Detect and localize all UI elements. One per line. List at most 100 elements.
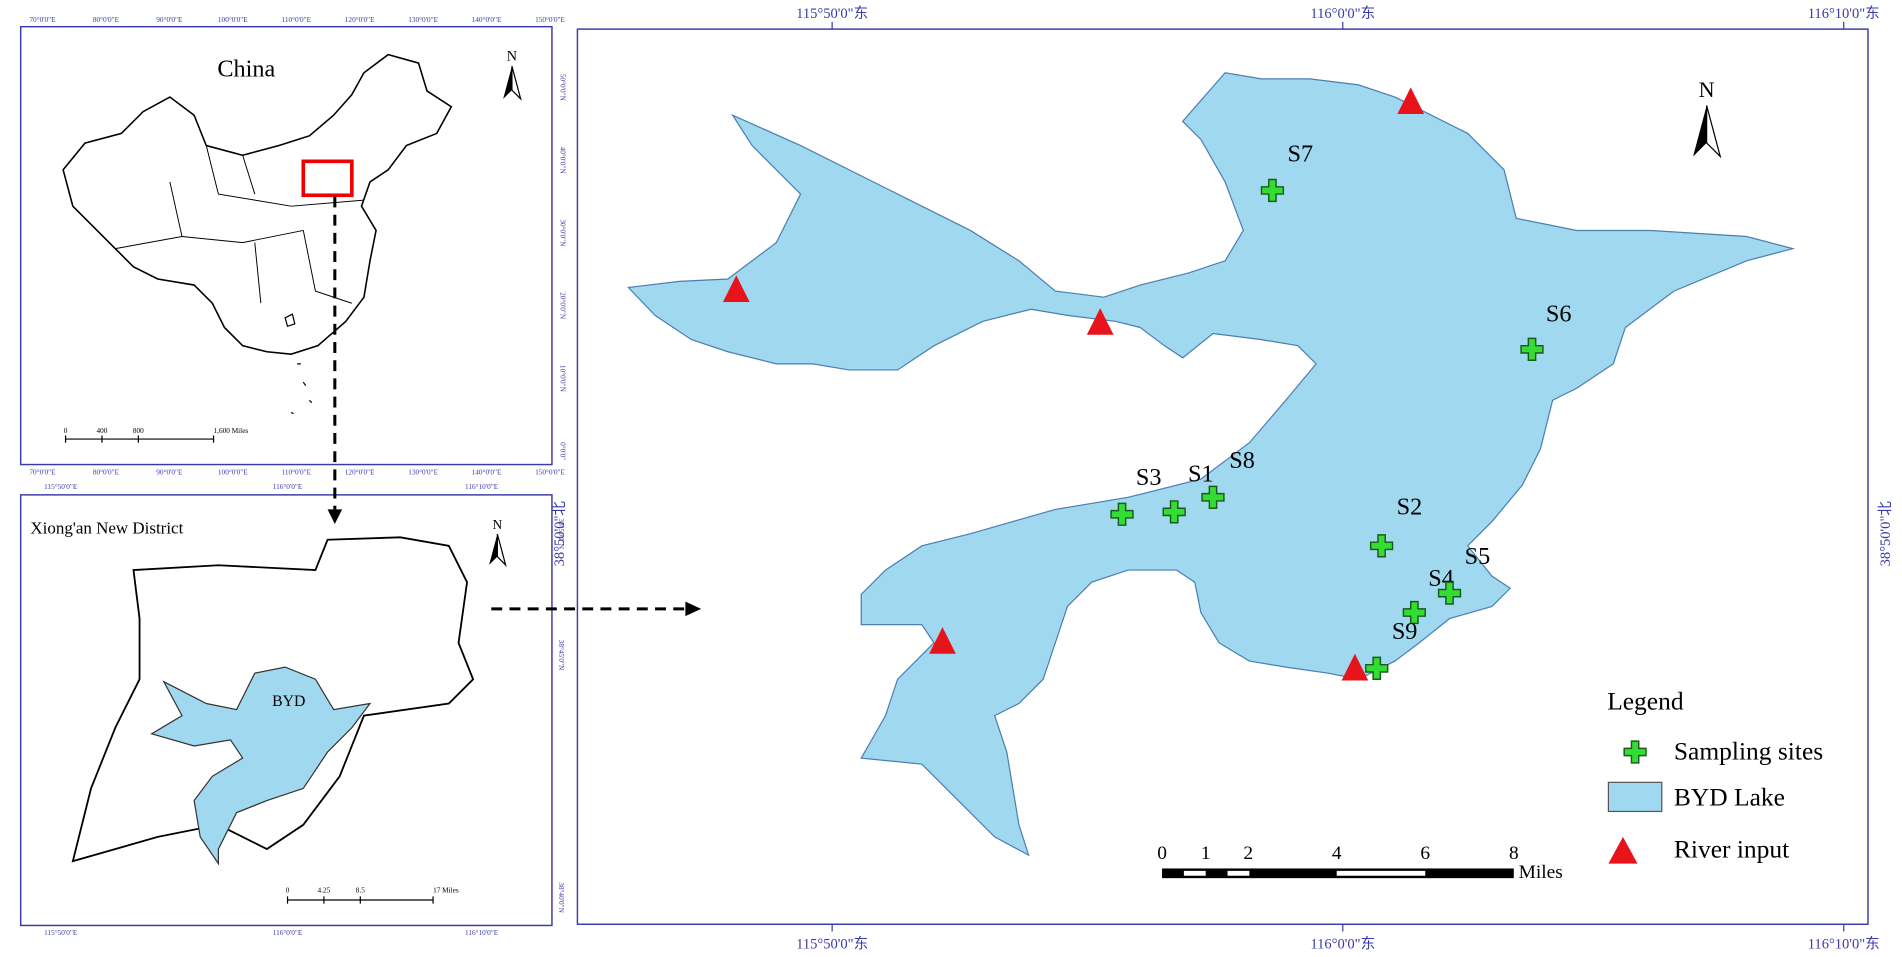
lon-label: 150°0'0"E bbox=[535, 468, 565, 476]
china-frame bbox=[19, 25, 553, 466]
sampling-site bbox=[1402, 600, 1426, 625]
sampling-site bbox=[1201, 485, 1225, 509]
site-label: S5 bbox=[1465, 543, 1491, 570]
river-input bbox=[722, 275, 750, 303]
lon-label: 120°0'0"E bbox=[345, 468, 375, 476]
north-label: N bbox=[507, 49, 517, 65]
scale-label: 400 bbox=[96, 427, 107, 435]
north-arrow bbox=[496, 533, 507, 567]
sampling-site bbox=[1162, 500, 1186, 524]
river-input bbox=[929, 627, 956, 654]
site-label: S9 bbox=[1392, 618, 1418, 645]
arrow-head bbox=[685, 601, 702, 617]
scale-label: 0 bbox=[286, 887, 290, 895]
lon-label: 116°0'0"E bbox=[273, 483, 303, 491]
lat-label: 50°0'0"N bbox=[558, 74, 566, 102]
scale-label: 17 Miles bbox=[433, 887, 459, 895]
lon-label: 110°0'0"E bbox=[282, 16, 312, 24]
sampling-site bbox=[1365, 656, 1389, 680]
scale-label: 8.5 bbox=[356, 887, 365, 895]
lon-label: 100°0'0"E bbox=[218, 16, 248, 24]
lon-label: 130°0'0"E bbox=[408, 468, 438, 476]
china-title: China bbox=[217, 55, 275, 82]
legend-river-symbol bbox=[1608, 836, 1638, 864]
lat-label: 10°0'0"N bbox=[558, 365, 566, 393]
lat-label: 38°45'0"N bbox=[557, 640, 565, 671]
scale-label: 4.25 bbox=[318, 887, 331, 895]
legend-item: Sampling sites bbox=[1674, 736, 1823, 765]
site-label: S8 bbox=[1229, 447, 1255, 474]
legend-lake-swatch bbox=[1607, 781, 1663, 813]
lat-label: 38°50'0"北 bbox=[551, 501, 568, 567]
legend-site-symbol bbox=[1623, 740, 1647, 764]
lon-label: 116°10'0"东 bbox=[1808, 936, 1880, 953]
province-borders bbox=[115, 145, 364, 304]
scale-label: 0 bbox=[64, 427, 68, 435]
lon-label: 80°0'0"E bbox=[93, 16, 120, 24]
legend-title: Legend bbox=[1607, 687, 1684, 716]
china-outline bbox=[62, 53, 453, 355]
lon-label: 90°0'0"E bbox=[156, 468, 183, 476]
scale-label: 1,600 Miles bbox=[214, 427, 249, 435]
lon-label: 115°50'0"E bbox=[44, 483, 78, 491]
sampling-site bbox=[1110, 502, 1134, 526]
xiongan-lake bbox=[150, 666, 372, 866]
lon-label: 116°0'0"东 bbox=[1310, 936, 1375, 953]
scale-label: 2 bbox=[1243, 843, 1253, 864]
river-input bbox=[1086, 308, 1114, 335]
lon-label: 116°10'0"E bbox=[465, 483, 499, 491]
site-label: S6 bbox=[1546, 300, 1572, 327]
sampling-site bbox=[1520, 337, 1544, 361]
lon-label: 70°0'0"E bbox=[29, 16, 56, 24]
site-label: S3 bbox=[1136, 464, 1162, 491]
north-arrow bbox=[503, 66, 512, 99]
lat-label: 38°50'0"N bbox=[557, 518, 565, 549]
river-input bbox=[1341, 653, 1369, 681]
site-label: S1 bbox=[1188, 461, 1214, 488]
scale-label: 8 bbox=[1509, 843, 1519, 864]
lake-label: BYD bbox=[272, 693, 305, 710]
lon-label: 120°0'0"E bbox=[345, 16, 375, 24]
lat-label: 40°0'0"N bbox=[558, 147, 566, 175]
site-label: S2 bbox=[1397, 493, 1423, 520]
lon-label: 115°50'0"东 bbox=[796, 5, 868, 22]
lon-label: 115°50'0"东 bbox=[796, 936, 868, 953]
north-arrow bbox=[1693, 105, 1707, 157]
lon-label: 70°0'0"E bbox=[29, 468, 56, 476]
lon-label: 150°0'0"E bbox=[535, 16, 565, 24]
scale-label: 1 bbox=[1201, 843, 1211, 864]
legend-item: River input bbox=[1674, 835, 1789, 864]
lat-label: 38°40'0"N bbox=[557, 882, 565, 913]
lat-label: 30°0'0"N bbox=[558, 219, 566, 247]
site-label: S7 bbox=[1288, 140, 1314, 167]
lon-label: 140°0'0"E bbox=[472, 16, 502, 24]
study-area-box bbox=[301, 159, 354, 198]
lon-label: 116°0'0"东 bbox=[1310, 5, 1375, 22]
lat-label: 20°0'0"N bbox=[558, 292, 566, 320]
lon-label: 115°50'0"E bbox=[44, 929, 78, 937]
lon-label: 116°10'0"东 bbox=[1808, 5, 1880, 22]
lon-label: 140°0'0"E bbox=[472, 468, 502, 476]
north-arrow bbox=[1706, 105, 1722, 159]
legend-item: BYD Lake bbox=[1674, 782, 1785, 811]
sampling-site bbox=[1437, 581, 1462, 605]
sampling-site bbox=[1369, 534, 1394, 558]
lon-label: 130°0'0"E bbox=[408, 16, 438, 24]
scale-label: 800 bbox=[133, 427, 144, 435]
scale-label: 6 bbox=[1420, 843, 1430, 864]
north-label: N bbox=[493, 517, 503, 532]
arrow-head bbox=[327, 509, 343, 524]
sampling-site bbox=[1260, 178, 1285, 203]
lon-label: 110°0'0"E bbox=[282, 468, 312, 476]
xiongan-title: Xiong'an New District bbox=[30, 519, 183, 538]
north-label: N bbox=[1699, 77, 1715, 102]
river-input bbox=[1397, 87, 1425, 115]
scale-label: 4 bbox=[1332, 843, 1342, 864]
lon-label: 100°0'0"E bbox=[218, 468, 248, 476]
lon-label: 90°0'0"E bbox=[156, 16, 183, 24]
lat-label: 38°50'0"北 bbox=[1877, 501, 1894, 567]
north-arrow bbox=[489, 533, 498, 565]
scale-unit: Miles bbox=[1519, 862, 1563, 883]
lat-label: 0°0'0" bbox=[558, 442, 566, 460]
